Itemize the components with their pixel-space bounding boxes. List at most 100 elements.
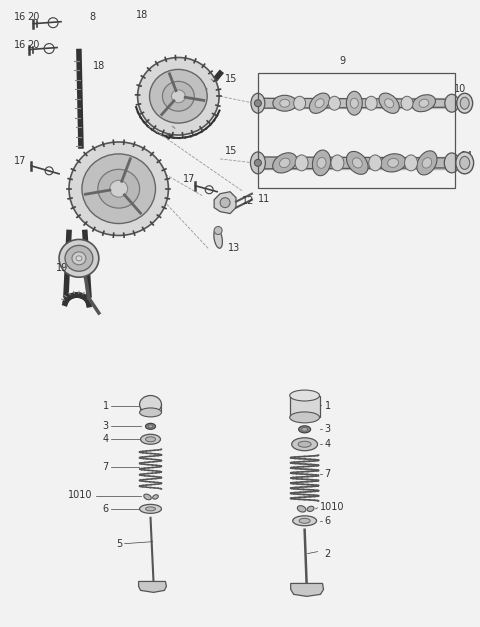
- Ellipse shape: [328, 97, 340, 110]
- Text: 10: 10: [454, 84, 466, 94]
- Ellipse shape: [295, 155, 308, 171]
- Ellipse shape: [412, 95, 435, 112]
- Ellipse shape: [290, 412, 320, 423]
- Ellipse shape: [299, 519, 310, 524]
- Text: 16: 16: [14, 40, 26, 50]
- Ellipse shape: [141, 435, 160, 445]
- Ellipse shape: [140, 504, 161, 514]
- Polygon shape: [291, 584, 324, 596]
- Ellipse shape: [380, 154, 406, 172]
- Text: 7: 7: [324, 469, 331, 479]
- Text: 9: 9: [339, 56, 346, 66]
- Ellipse shape: [457, 93, 473, 113]
- Ellipse shape: [301, 428, 308, 431]
- Text: 14: 14: [461, 151, 473, 161]
- Ellipse shape: [347, 152, 368, 174]
- Ellipse shape: [171, 90, 185, 103]
- Ellipse shape: [297, 505, 306, 512]
- Text: 17: 17: [183, 174, 196, 184]
- Text: 2: 2: [324, 549, 331, 559]
- Ellipse shape: [72, 252, 86, 265]
- Ellipse shape: [214, 229, 222, 248]
- Ellipse shape: [145, 437, 156, 442]
- Circle shape: [254, 159, 262, 166]
- Ellipse shape: [140, 396, 161, 413]
- Text: 3: 3: [324, 424, 331, 435]
- Ellipse shape: [69, 142, 168, 236]
- Text: 5: 5: [117, 539, 123, 549]
- Ellipse shape: [422, 157, 432, 168]
- Text: 1: 1: [324, 401, 331, 411]
- Ellipse shape: [347, 92, 362, 115]
- Ellipse shape: [273, 95, 297, 111]
- Text: 13: 13: [228, 243, 240, 253]
- Ellipse shape: [307, 506, 314, 512]
- Ellipse shape: [312, 150, 331, 176]
- Ellipse shape: [145, 507, 156, 511]
- Text: 1010: 1010: [320, 502, 344, 512]
- Text: 1010: 1010: [68, 490, 93, 500]
- Ellipse shape: [82, 154, 156, 223]
- Ellipse shape: [331, 155, 344, 171]
- Text: 12: 12: [242, 196, 254, 206]
- Ellipse shape: [162, 82, 194, 111]
- Ellipse shape: [298, 441, 311, 447]
- Ellipse shape: [444, 153, 459, 173]
- Ellipse shape: [401, 97, 413, 110]
- Bar: [290, 396, 320, 418]
- Ellipse shape: [138, 58, 219, 135]
- Ellipse shape: [350, 98, 358, 108]
- Ellipse shape: [310, 93, 330, 113]
- Ellipse shape: [405, 155, 418, 171]
- Ellipse shape: [148, 425, 153, 428]
- Ellipse shape: [279, 158, 290, 167]
- Ellipse shape: [251, 93, 265, 113]
- Text: 6: 6: [103, 504, 109, 514]
- Text: 11: 11: [258, 194, 270, 204]
- Ellipse shape: [290, 390, 320, 401]
- Text: 4: 4: [324, 440, 331, 449]
- Circle shape: [254, 100, 262, 107]
- Ellipse shape: [214, 226, 222, 234]
- Text: 3: 3: [103, 421, 109, 431]
- Ellipse shape: [293, 516, 316, 526]
- Text: 18: 18: [136, 10, 148, 19]
- Text: 20: 20: [27, 12, 40, 22]
- Ellipse shape: [369, 155, 382, 171]
- Ellipse shape: [445, 94, 459, 112]
- Ellipse shape: [294, 97, 306, 110]
- Ellipse shape: [292, 438, 318, 451]
- Ellipse shape: [352, 158, 362, 168]
- Ellipse shape: [110, 181, 128, 197]
- Ellipse shape: [150, 70, 207, 123]
- Ellipse shape: [280, 99, 290, 107]
- Text: 19: 19: [56, 263, 68, 273]
- Ellipse shape: [140, 408, 161, 417]
- Text: 4: 4: [103, 435, 109, 445]
- Ellipse shape: [98, 169, 140, 208]
- Ellipse shape: [384, 98, 394, 108]
- Ellipse shape: [299, 426, 311, 433]
- Text: 17: 17: [14, 156, 27, 166]
- Text: 15: 15: [225, 75, 238, 85]
- Ellipse shape: [419, 99, 429, 107]
- Ellipse shape: [417, 151, 437, 175]
- Ellipse shape: [145, 423, 156, 429]
- Ellipse shape: [460, 97, 469, 109]
- Text: 16: 16: [14, 12, 26, 22]
- Text: 1: 1: [103, 401, 109, 411]
- Ellipse shape: [76, 256, 82, 261]
- Ellipse shape: [65, 245, 93, 271]
- Polygon shape: [214, 192, 236, 214]
- Circle shape: [220, 198, 230, 208]
- Ellipse shape: [273, 153, 297, 173]
- Ellipse shape: [251, 152, 265, 174]
- Ellipse shape: [315, 98, 324, 108]
- Ellipse shape: [365, 97, 377, 110]
- Text: 6: 6: [324, 516, 331, 526]
- Ellipse shape: [59, 240, 99, 277]
- Polygon shape: [139, 581, 167, 593]
- Text: 20: 20: [27, 40, 40, 50]
- Bar: [258, 73, 455, 187]
- Ellipse shape: [153, 495, 158, 499]
